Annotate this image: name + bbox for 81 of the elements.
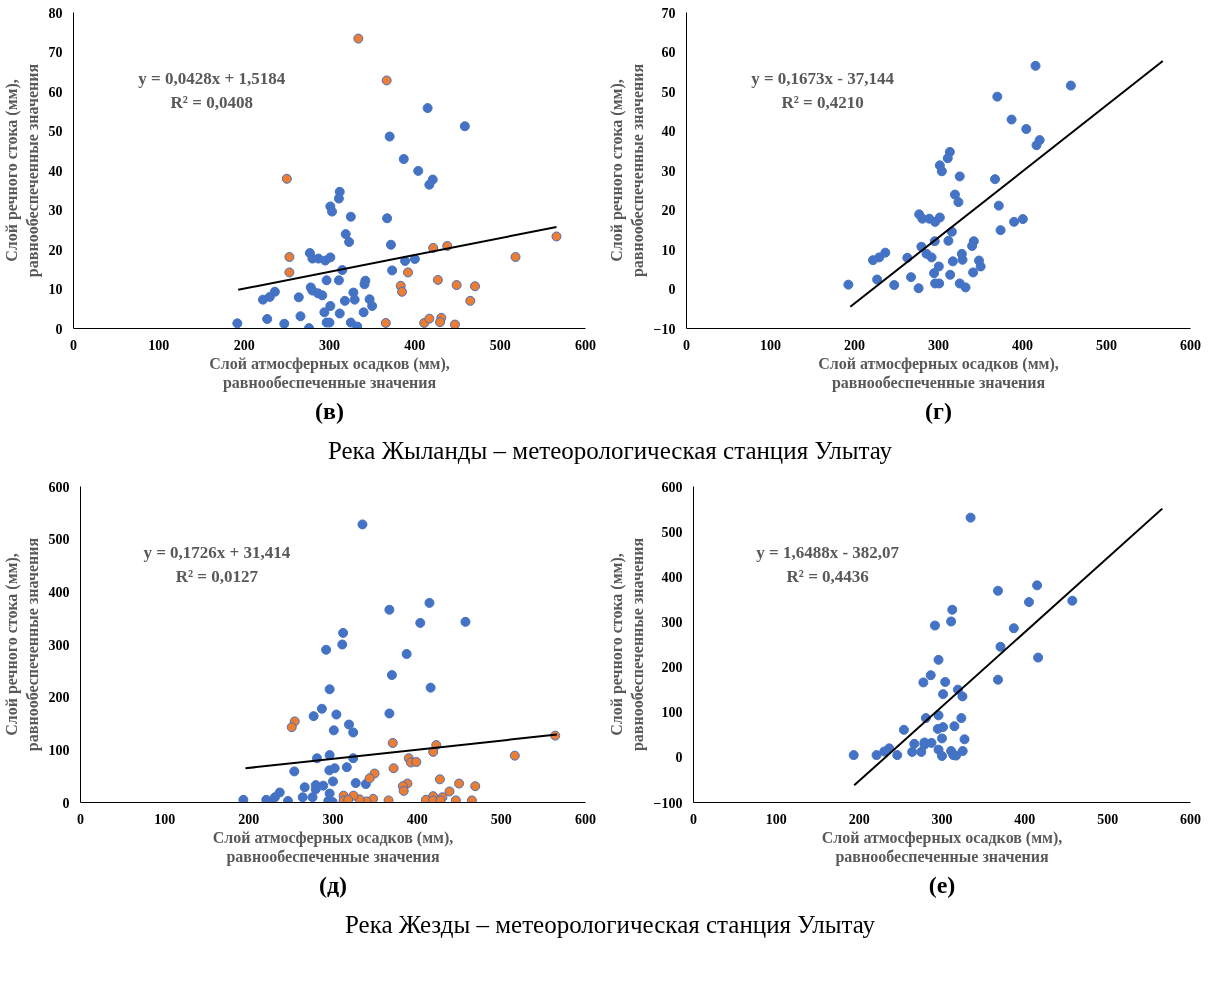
- y-tick-label: 100: [661, 704, 683, 720]
- annotation: y = 0,0428x + 1,5184: [138, 69, 286, 89]
- annotation: y = 0,1673x - 37,144: [751, 69, 895, 89]
- x-axis-title: Слой атмосферных осадков (мм), равнообеспеченные значения: [209, 354, 450, 392]
- x-tick-label: 200: [848, 811, 870, 827]
- text: Река Жыланды – метеорологическая станция Улытау: [327, 436, 893, 466]
- x-tick-label: 300: [931, 811, 953, 827]
- annotation: R² = 0,4436: [786, 566, 869, 586]
- x-tick-label: 600: [575, 811, 596, 827]
- annotation: R² = 0,0408: [170, 93, 253, 113]
- x-tick-label: 400: [1012, 337, 1033, 353]
- x-tick-label: 600: [1180, 811, 1201, 827]
- x-axis-title: Слой атмосферных осадков (мм), равнообеспеченные значения: [818, 354, 1059, 392]
- y-tick-label: 60: [48, 84, 63, 100]
- y-tick-label: 10: [661, 242, 676, 258]
- y-axis-title: Слой речного стока (мм), равнообеспеченные значения: [608, 537, 647, 751]
- y-tick-label: 0: [62, 795, 70, 811]
- text: Река Жезды – метеорологическая станция Улытау: [345, 909, 875, 940]
- x-tick-label: 100: [154, 811, 176, 827]
- y-tick-label: 600: [48, 479, 70, 495]
- text: (г): [925, 397, 952, 424]
- y-tick-label: 400: [661, 569, 683, 585]
- text: (д): [318, 871, 348, 898]
- y-tick-label: −100: [653, 795, 683, 811]
- x-tick-label: 300: [319, 337, 340, 353]
- y-tick-label: 300: [48, 637, 70, 653]
- y-tick-label: 100: [48, 742, 70, 758]
- y-tick-label: 0: [675, 750, 683, 766]
- y-tick-label: 500: [48, 531, 70, 547]
- x-tick-label: 400: [404, 337, 426, 353]
- y-tick-label: 0: [668, 282, 676, 297]
- text: (в): [315, 397, 344, 424]
- annotation: R² = 0,4210: [781, 93, 864, 113]
- y-axis-title: Слой речного стока (мм), равнообеспеченные значения: [3, 63, 42, 278]
- y-tick-label: 40: [661, 124, 676, 139]
- y-tick-label: 20: [48, 242, 63, 258]
- y-axis-title: Слой речного стока (мм), равнообеспеченные значения: [608, 63, 647, 278]
- y-tick-label: 0: [55, 321, 63, 337]
- y-tick-label: 70: [48, 45, 63, 60]
- x-tick-label: 0: [690, 811, 697, 827]
- y-tick-label: 200: [661, 659, 683, 675]
- x-tick-label: 500: [490, 811, 512, 827]
- y-tick-label: 80: [48, 5, 63, 21]
- y-tick-label: 20: [661, 203, 676, 218]
- y-tick-label: −10: [653, 321, 676, 337]
- y-tick-label: 50: [661, 84, 676, 100]
- x-tick-label: 100: [760, 337, 781, 353]
- y-tick-label: 70: [661, 5, 676, 21]
- x-tick-label: 500: [489, 337, 511, 353]
- x-tick-label: 500: [1096, 337, 1117, 353]
- y-tick-label: 500: [661, 524, 683, 540]
- y-tick-label: 50: [48, 124, 63, 139]
- y-axis-title: Слой речного стока (мм), равнообеспеченные значения: [3, 537, 42, 751]
- y-tick-label: 10: [48, 282, 63, 297]
- annotation: y = 0,1726x + 31,414: [143, 543, 291, 563]
- annotation: y = 1,6488x - 382,07: [756, 543, 900, 563]
- x-tick-label: 500: [1097, 811, 1119, 827]
- x-tick-label: 600: [1180, 337, 1201, 353]
- x-tick-label: 200: [233, 337, 255, 353]
- y-tick-label: 600: [661, 479, 683, 495]
- x-tick-label: 100: [765, 811, 787, 827]
- text: (е): [928, 871, 956, 898]
- x-axis-title: Слой атмосферных осадков (мм), равнообеспеченные значения: [821, 828, 1063, 866]
- x-tick-label: 300: [928, 337, 949, 353]
- y-tick-label: 30: [661, 163, 676, 179]
- x-tick-label: 400: [406, 811, 428, 827]
- x-tick-label: 200: [238, 811, 260, 827]
- x-tick-label: 400: [1014, 811, 1036, 827]
- y-tick-label: 300: [661, 614, 683, 630]
- y-tick-label: 60: [661, 45, 676, 60]
- y-tick-label: 40: [48, 163, 63, 179]
- x-tick-label: 300: [322, 811, 344, 827]
- x-tick-label: 0: [77, 811, 84, 827]
- x-tick-label: 600: [575, 337, 596, 353]
- x-tick-label: 200: [844, 337, 865, 353]
- y-tick-label: 400: [48, 584, 70, 600]
- x-axis-title: Слой атмосферных осадков (мм), равнообеспеченные значения: [212, 828, 454, 866]
- x-tick-label: 100: [148, 337, 170, 353]
- y-tick-label: 200: [48, 689, 70, 705]
- y-tick-label: 30: [48, 203, 63, 218]
- annotation: R² = 0,0127: [175, 566, 259, 586]
